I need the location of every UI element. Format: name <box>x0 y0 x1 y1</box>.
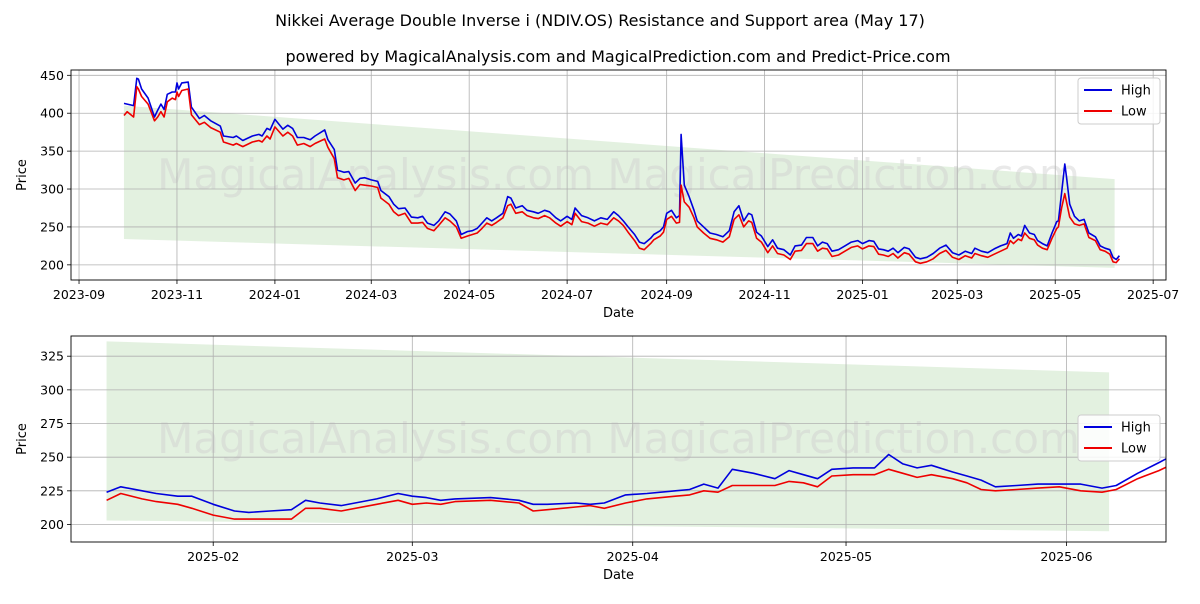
x-tick-label: 2025-01 <box>836 287 888 302</box>
watermark-text: MagicalAnalysis.com MagicalPrediction.co… <box>157 414 1080 463</box>
top-panel: MagicalAnalysis.com MagicalPrediction.co… <box>15 68 1179 321</box>
y-tick-label: 350 <box>40 144 64 159</box>
chart-subtitle: powered by MagicalAnalysis.com and Magic… <box>285 47 950 66</box>
x-tick-label: 2025-03 <box>386 549 438 564</box>
legend-label-low: Low <box>1121 442 1147 457</box>
y-axis-label: Price <box>15 423 30 455</box>
x-tick-label: 2025-02 <box>187 549 239 564</box>
y-tick-label: 200 <box>40 257 64 272</box>
x-axis-label: Date <box>603 306 634 321</box>
x-tick-label: 2023-11 <box>151 287 203 302</box>
y-tick-label: 275 <box>40 416 64 431</box>
axes-frame <box>70 335 1167 543</box>
y-tick-label: 225 <box>40 483 64 498</box>
axes-frame <box>70 69 1167 281</box>
x-tick-label: 2025-05 <box>820 549 872 564</box>
y-tick-label: 300 <box>40 182 64 197</box>
legend-label-low: Low <box>1121 105 1147 120</box>
x-tick-label: 2024-11 <box>738 287 790 302</box>
x-tick-label: 2025-03 <box>931 287 983 302</box>
x-tick-label: 2025-07 <box>1127 287 1179 302</box>
bottom-panel: MagicalAnalysis.com MagicalPrediction.co… <box>15 335 1167 583</box>
x-tick-label: 2024-03 <box>345 287 397 302</box>
series-line-high <box>106 453 1166 514</box>
legend: High Low <box>1077 77 1161 125</box>
support-resistance-band <box>106 341 1110 532</box>
x-tick-label: 2024-09 <box>641 287 693 302</box>
x-tick-label: 2023-09 <box>53 287 105 302</box>
y-tick-label: 400 <box>40 106 64 121</box>
legend-label-high: High <box>1121 421 1151 436</box>
y-tick-label: 250 <box>40 219 64 234</box>
series-line-high <box>123 77 1121 261</box>
y-tick-label: 250 <box>40 450 64 465</box>
x-tick-label: 2025-06 <box>1040 549 1092 564</box>
legend-label-high: High <box>1121 84 1151 99</box>
x-tick-label: 2025-05 <box>1029 287 1081 302</box>
series-line-low <box>123 85 1121 265</box>
y-tick-label: 300 <box>40 382 64 397</box>
y-tick-label: 450 <box>40 68 64 83</box>
y-tick-label: 200 <box>40 517 64 532</box>
series-line-low <box>106 466 1166 520</box>
legend: High Low <box>1077 414 1161 462</box>
x-tick-label: 2024-05 <box>443 287 495 302</box>
x-tick-label: 2025-04 <box>607 549 659 564</box>
y-axis-label: Price <box>15 159 30 191</box>
y-tick-label: 325 <box>40 349 64 364</box>
x-tick-label: 2024-07 <box>541 287 593 302</box>
x-axis-label: Date <box>603 568 634 583</box>
chart-title: Nikkei Average Double Inverse i (NDIV.OS… <box>275 11 925 30</box>
x-tick-label: 2024-01 <box>249 287 301 302</box>
watermark-text: MagicalAnalysis.com MagicalPrediction.co… <box>157 150 1080 199</box>
